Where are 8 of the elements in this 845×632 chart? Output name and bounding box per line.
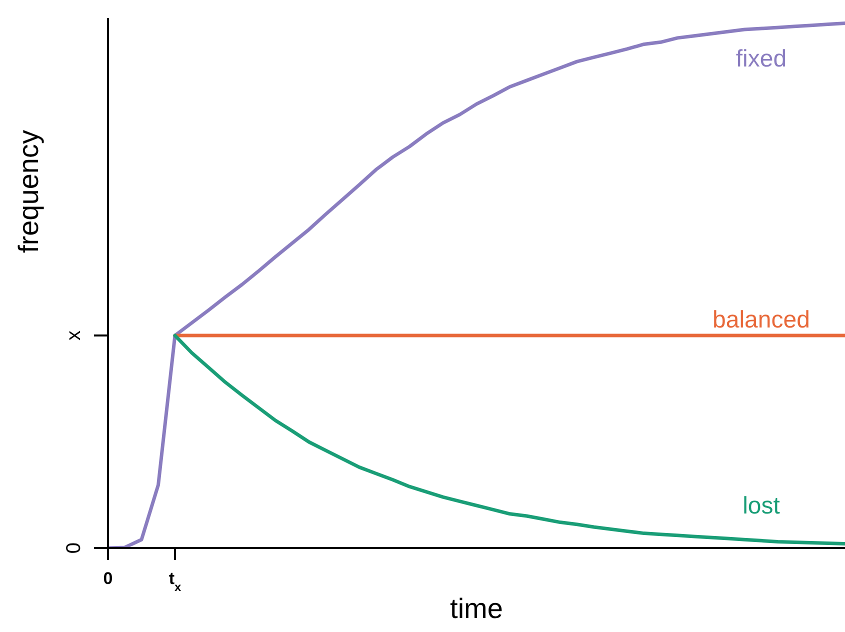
text: x [63,330,85,340]
series-label: lost [742,492,780,520]
series-label: balanced [712,306,810,334]
x-axis-title: time [450,593,503,624]
text: 0 [63,542,85,554]
series-label: fixed [736,45,787,72]
x-tick-label: t$_{x}$ [168,569,182,594]
y-axis-title: frequency [12,130,44,253]
